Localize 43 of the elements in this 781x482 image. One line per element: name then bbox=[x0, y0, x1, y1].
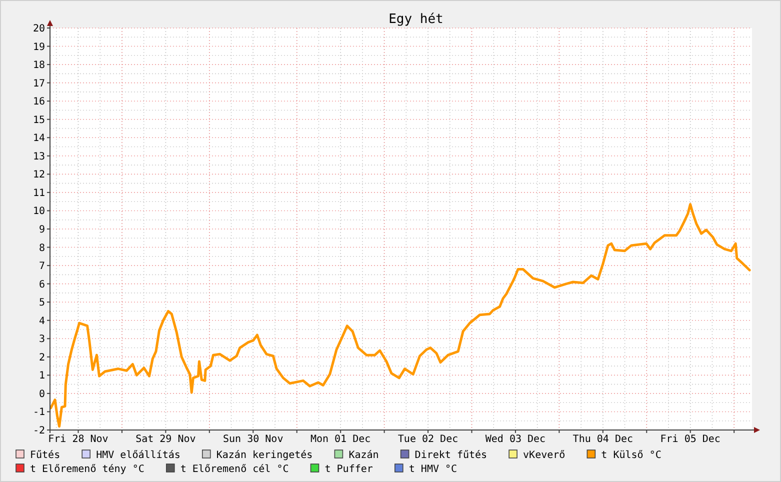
y-tick-label: 8 bbox=[38, 242, 45, 254]
x-tick-label: Thu 04 Dec bbox=[572, 434, 634, 445]
legend-label: Kazán bbox=[348, 450, 379, 461]
y-tick-label: 19 bbox=[32, 42, 45, 53]
legend-label: t Előremenő tény °C bbox=[30, 464, 144, 475]
x-tick-label: Sun 30 Nov bbox=[223, 434, 284, 445]
y-tick-label: 1 bbox=[38, 370, 45, 382]
legend-label: t Puffer bbox=[324, 464, 373, 475]
x-tick-label: Wed 03 Dec bbox=[485, 434, 546, 445]
legend-label: t Külső °C bbox=[601, 450, 662, 461]
y-tick-label: 0 bbox=[38, 388, 45, 400]
y-tick-label: 10 bbox=[32, 206, 45, 218]
y-tick-label: 6 bbox=[38, 279, 45, 290]
y-tick-label: 20 bbox=[32, 24, 45, 34]
legend-label: Fűtés bbox=[30, 450, 60, 461]
y-tick-label: 18 bbox=[32, 60, 45, 72]
y-tick-label: 16 bbox=[32, 96, 45, 108]
y-tick-label: 2 bbox=[38, 352, 45, 364]
y-tick-label: 12 bbox=[32, 170, 45, 181]
legend-label: Direkt fűtés bbox=[414, 450, 488, 461]
y-tick-label: 11 bbox=[32, 188, 45, 199]
x-tick-label: Sat 29 Nov bbox=[136, 434, 196, 445]
y-tick-label: 15 bbox=[32, 114, 45, 126]
y-tick-label: 4 bbox=[38, 316, 45, 327]
legend-label: vKeverő bbox=[523, 450, 566, 461]
y-tick-label: 14 bbox=[32, 133, 45, 144]
y-tick-label: 9 bbox=[38, 224, 45, 236]
legend-label: t Előremenő cél °C bbox=[180, 464, 289, 475]
x-tick-label: Tue 02 Dec bbox=[398, 434, 458, 445]
y-tick-label: 7 bbox=[38, 261, 45, 272]
legend-label: t HMV °C bbox=[408, 464, 458, 475]
y-tick-label: 3 bbox=[38, 334, 45, 346]
y-tick-label: 17 bbox=[32, 78, 45, 90]
x-tick-label: Mon 01 Dec bbox=[310, 434, 371, 445]
chart-title: Egy hét bbox=[388, 12, 444, 27]
y-tick-label: -1 bbox=[32, 407, 45, 418]
x-tick-label: Fri 05 Dec bbox=[660, 434, 720, 445]
y-tick-label: 5 bbox=[38, 298, 45, 309]
legend-label: HMV előállítás bbox=[96, 450, 180, 461]
x-tick-label: Fri 28 Nov bbox=[48, 434, 108, 445]
y-tick-label: 13 bbox=[32, 151, 45, 162]
y-tick-label: -2 bbox=[32, 426, 45, 436]
legend-label: Kazán keringetés bbox=[216, 450, 313, 461]
